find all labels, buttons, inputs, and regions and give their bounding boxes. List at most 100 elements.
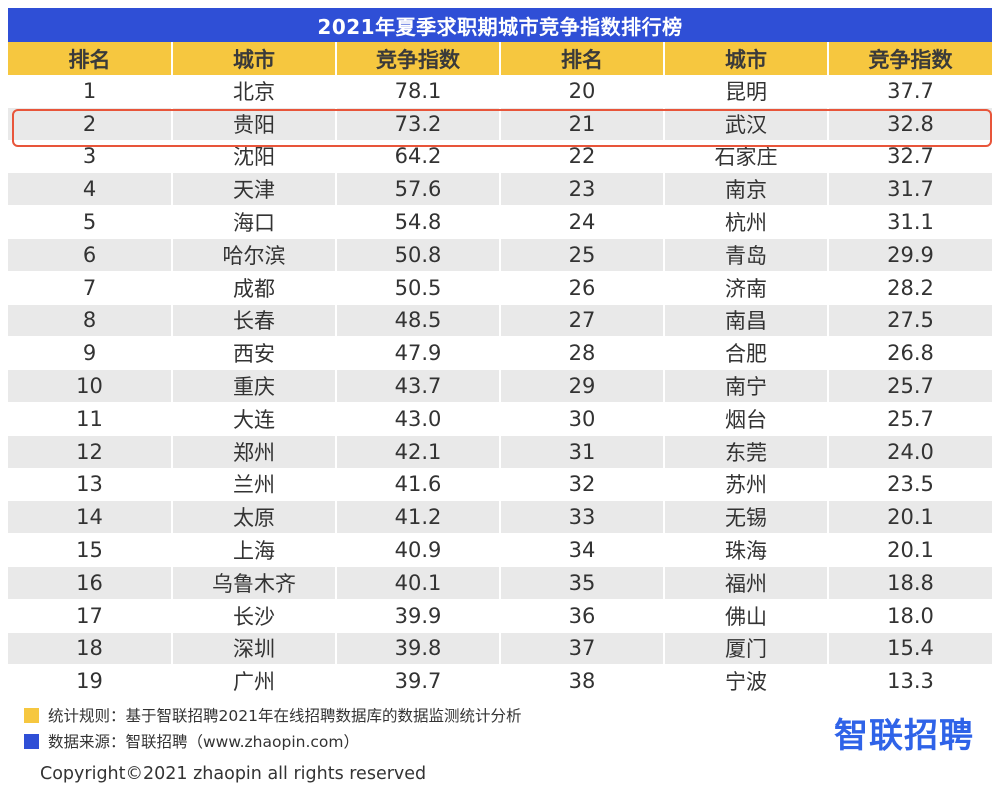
cell-index-left: 48.5 [336, 304, 501, 338]
legend-source-row: 数据来源：智联招聘（www.zhaopin.com） [24, 728, 980, 754]
yellow-square-icon [24, 707, 39, 723]
cell-city-left: 天津 [172, 172, 337, 207]
table-row-highlighted: 2 贵阳 73.2 21 武汉 32.8 [8, 107, 992, 141]
cell-index-right: 31.7 [828, 172, 992, 207]
cell-city-right: 杭州 [664, 205, 829, 239]
cell-rank-right: 21 [500, 107, 665, 141]
ranking-table: 排名 城市 竞争指数 排名 城市 竞争指数 1 北京 78.1 20 昆明 37.7 2 贵阳… [8, 42, 992, 699]
cell-rank-right: 31 [500, 435, 665, 469]
cell-rank-left: 13 [8, 468, 173, 502]
cell-rank-right: 36 [500, 599, 665, 633]
footer: 统计规则：基于智联招聘2021年在线招聘数据库的数据监测统计分析 数据来源：智联… [24, 702, 980, 756]
cell-rank-right: 35 [500, 566, 665, 600]
table-row: 3 沈阳 64.2 22 石家庄 32.7 [8, 140, 992, 174]
cell-city-left: 大连 [172, 402, 337, 436]
cell-rank-left: 19 [8, 664, 173, 699]
cell-rank-left: 2 [8, 107, 173, 141]
cell-index-right: 23.5 [828, 468, 992, 502]
table-row: 18 深圳 39.8 37 厦门 15.4 [8, 632, 992, 666]
table-row: 13 兰州 41.6 32 苏州 23.5 [8, 468, 992, 502]
table-row: 19 广州 39.7 38 宁波 13.3 [8, 664, 992, 699]
cell-city-right: 宁波 [664, 664, 829, 699]
table-row: 6 哈尔滨 50.8 25 青岛 29.9 [8, 238, 992, 272]
cell-rank-right: 34 [500, 533, 665, 567]
cell-index-left: 39.8 [336, 632, 501, 666]
cell-city-right: 烟台 [664, 402, 829, 436]
ranking-sheet: 2021年夏季求职期城市竞争指数排行榜 排名 城市 竞争指数 排名 城市 竞争指… [8, 8, 992, 699]
zhaopin-logo: 智联招聘 [834, 716, 974, 756]
legend-source-text: 数据来源：智联招聘（www.zhaopin.com） [48, 733, 359, 751]
cell-rank-left: 18 [8, 632, 173, 666]
cell-index-left: 39.9 [336, 599, 501, 633]
cell-city-left: 太原 [172, 500, 337, 535]
cell-rank-left: 5 [8, 205, 173, 239]
cell-index-left: 73.2 [336, 107, 501, 141]
cell-city-right: 合肥 [664, 336, 829, 371]
header-index-left: 竞争指数 [336, 42, 501, 75]
cell-index-left: 41.6 [336, 468, 501, 502]
cell-city-right: 南宁 [664, 369, 829, 403]
cell-index-left: 41.2 [336, 500, 501, 535]
cell-rank-left: 3 [8, 140, 173, 174]
header-rank-right: 排名 [500, 42, 665, 75]
cell-city-right: 昆明 [664, 75, 829, 108]
cell-city-right: 济南 [664, 271, 829, 305]
cell-city-right: 佛山 [664, 599, 829, 633]
cell-rank-left: 1 [8, 75, 173, 108]
table-row: 12 郑州 42.1 31 东莞 24.0 [8, 435, 992, 469]
cell-rank-left: 8 [8, 304, 173, 338]
cell-city-right: 福州 [664, 566, 829, 600]
cell-index-right: 20.1 [828, 500, 992, 535]
cell-index-right: 25.7 [828, 402, 992, 436]
cell-rank-right: 24 [500, 205, 665, 239]
cell-rank-right: 32 [500, 468, 665, 502]
table-row: 8 长春 48.5 27 南昌 27.5 [8, 304, 992, 338]
cell-index-right: 37.7 [828, 75, 992, 108]
table-body: 1 北京 78.1 20 昆明 37.7 2 贵阳 73.2 21 武汉 32.8 3 沈阳 64.2 22 石… [8, 75, 992, 699]
cell-index-right: 32.8 [828, 107, 992, 141]
cell-city-right: 南昌 [664, 304, 829, 338]
cell-rank-left: 4 [8, 172, 173, 207]
cell-city-left: 兰州 [172, 468, 337, 502]
cell-rank-right: 30 [500, 402, 665, 436]
table-row: 16 乌鲁木齐 40.1 35 福州 18.8 [8, 566, 992, 600]
cell-index-left: 43.7 [336, 369, 501, 403]
cell-index-left: 40.1 [336, 566, 501, 600]
header-index-right: 竞争指数 [828, 42, 992, 75]
table-row: 15 上海 40.9 34 珠海 20.1 [8, 533, 992, 567]
cell-index-left: 50.8 [336, 238, 501, 272]
cell-index-left: 50.5 [336, 271, 501, 305]
cell-index-right: 32.7 [828, 140, 992, 174]
cell-index-left: 47.9 [336, 336, 501, 371]
cell-city-right: 厦门 [664, 632, 829, 666]
cell-rank-right: 38 [500, 664, 665, 699]
table-row: 14 太原 41.2 33 无锡 20.1 [8, 500, 992, 535]
cell-rank-right: 37 [500, 632, 665, 666]
cell-index-left: 40.9 [336, 533, 501, 567]
cell-city-left: 成都 [172, 271, 337, 305]
cell-index-right: 15.4 [828, 632, 992, 666]
table-row: 10 重庆 43.7 29 南宁 25.7 [8, 369, 992, 403]
cell-index-right: 27.5 [828, 304, 992, 338]
cell-city-left: 重庆 [172, 369, 337, 403]
cell-city-left: 广州 [172, 664, 337, 699]
cell-city-right: 南京 [664, 172, 829, 207]
cell-rank-left: 12 [8, 435, 173, 469]
cell-rank-right: 29 [500, 369, 665, 403]
cell-rank-left: 14 [8, 500, 173, 535]
cell-city-left: 贵阳 [172, 107, 337, 141]
cell-rank-left: 6 [8, 238, 173, 272]
cell-index-right: 18.0 [828, 599, 992, 633]
cell-index-left: 78.1 [336, 75, 501, 108]
table-row: 5 海口 54.8 24 杭州 31.1 [8, 205, 992, 239]
cell-index-right: 25.7 [828, 369, 992, 403]
cell-rank-left: 11 [8, 402, 173, 436]
cell-rank-right: 26 [500, 271, 665, 305]
cell-rank-left: 10 [8, 369, 173, 403]
table-row: 1 北京 78.1 20 昆明 37.7 [8, 75, 992, 108]
blue-square-icon [24, 733, 39, 749]
header-city-left: 城市 [172, 42, 337, 75]
cell-index-left: 57.6 [336, 172, 501, 207]
cell-index-left: 43.0 [336, 402, 501, 436]
legend-rule-text: 统计规则：基于智联招聘2021年在线招聘数据库的数据监测统计分析 [48, 707, 522, 725]
